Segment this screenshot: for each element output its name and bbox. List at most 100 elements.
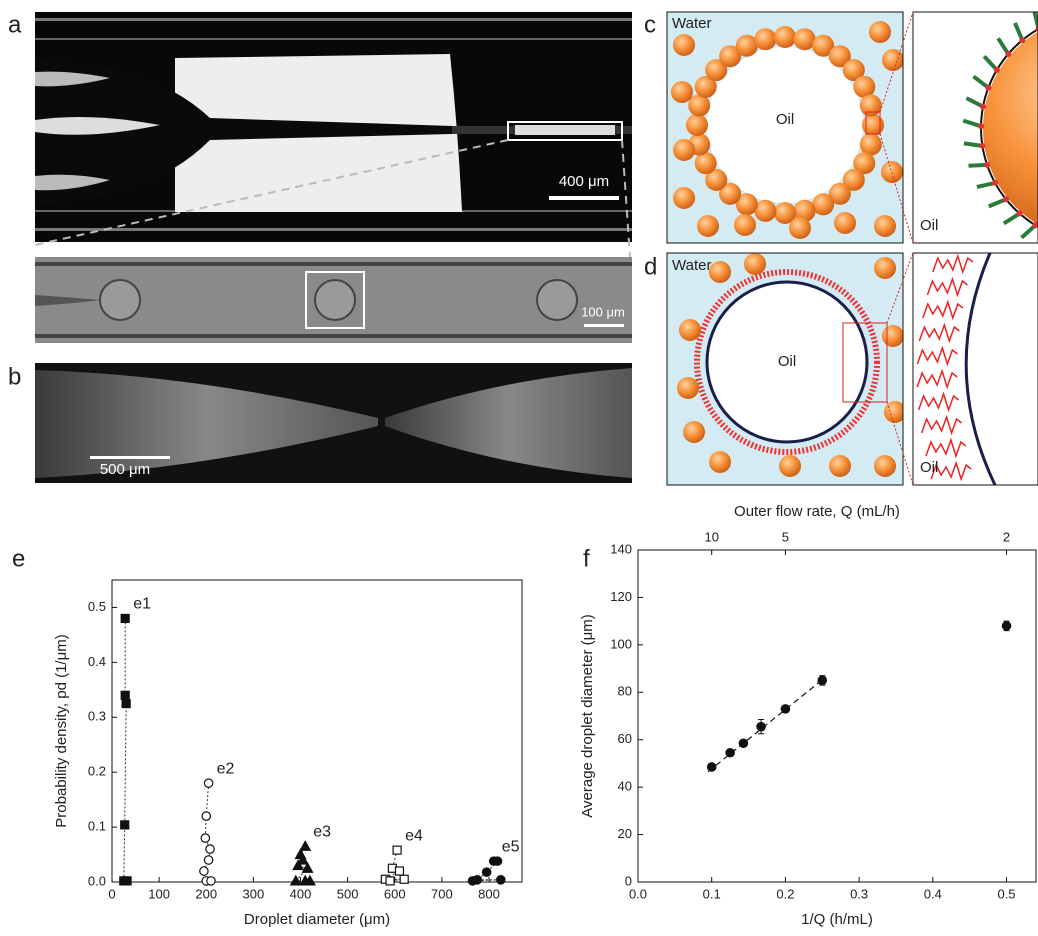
particle xyxy=(862,114,884,136)
particle xyxy=(677,377,699,399)
region-label: Water xyxy=(672,257,711,274)
particle xyxy=(754,28,776,50)
particle xyxy=(874,215,896,237)
y-tick-label: 40 xyxy=(618,779,632,794)
marker xyxy=(123,877,131,885)
particle xyxy=(829,455,851,477)
panel-label: f xyxy=(583,545,590,572)
x-tick-label: 200 xyxy=(195,886,217,901)
marker xyxy=(393,846,401,854)
y-tick-label: 0.0 xyxy=(88,873,106,888)
diagram-detail xyxy=(913,11,1038,249)
surfactant-head xyxy=(992,180,998,186)
x-tick-label: 0.4 xyxy=(924,886,942,901)
x2-tick-label: 5 xyxy=(782,529,789,544)
x-tick-label: 0.5 xyxy=(997,886,1015,901)
x-tick-label: 0.3 xyxy=(850,886,868,901)
marker xyxy=(493,857,501,865)
x2-tick-label: 10 xyxy=(704,529,718,544)
x-tick-label: 300 xyxy=(243,886,265,901)
marker xyxy=(386,877,394,885)
marker xyxy=(739,739,747,747)
marker xyxy=(122,700,130,708)
x-tick-label: 0.1 xyxy=(703,886,721,901)
region-label: Oil xyxy=(920,217,938,234)
x2-tick-label: 2 xyxy=(1003,529,1010,544)
particle xyxy=(734,214,756,236)
particle xyxy=(679,319,701,341)
marker xyxy=(726,749,734,757)
series-label: e5 xyxy=(502,838,520,855)
panel-label: c xyxy=(644,11,656,38)
y-tick-label: 0.1 xyxy=(88,819,106,834)
x-tick-label: 0 xyxy=(108,886,115,901)
y-axis-label: Probability density, pd (1/μm) xyxy=(53,634,70,827)
panel-label: e xyxy=(12,545,25,572)
particle xyxy=(744,253,766,275)
marker xyxy=(200,867,208,875)
region-label: Oil xyxy=(778,353,796,370)
series-label: e3 xyxy=(313,824,331,841)
marker xyxy=(204,779,212,787)
surfactant-head xyxy=(1019,37,1025,43)
series-label: e4 xyxy=(405,827,423,844)
marker xyxy=(121,614,129,622)
marker xyxy=(497,876,505,884)
marker xyxy=(395,867,403,875)
panel-label: d xyxy=(644,253,657,280)
particle xyxy=(874,257,896,279)
y-tick-label: 0.4 xyxy=(88,654,106,669)
marker xyxy=(1002,622,1010,630)
surfactant-head xyxy=(985,85,991,91)
x-tick-label: 500 xyxy=(337,886,359,901)
micrograph xyxy=(35,12,632,257)
particle xyxy=(834,212,856,234)
particle xyxy=(709,451,731,473)
figure: a 400 μm 100 μm b 500 μm c Water Oil Oil… xyxy=(0,0,1038,936)
surfactant-head xyxy=(994,67,1000,73)
scale-bar-label: 100 μm xyxy=(581,304,625,319)
particle xyxy=(860,94,882,116)
y-tick-label: 0.3 xyxy=(88,709,106,724)
marker xyxy=(468,877,476,885)
particle xyxy=(789,217,811,239)
y-tick-label: 140 xyxy=(610,541,632,556)
particle xyxy=(671,81,693,103)
marker xyxy=(781,705,789,713)
particle xyxy=(673,139,695,161)
particle xyxy=(869,21,891,43)
surfactant-head xyxy=(984,162,990,168)
particle xyxy=(874,455,896,477)
surfactant-head xyxy=(978,123,984,129)
marker xyxy=(300,841,310,850)
scale-bar-label: 500 μm xyxy=(100,461,150,478)
marker xyxy=(757,722,765,730)
particle xyxy=(697,215,719,237)
series-label: e2 xyxy=(217,760,235,777)
particle xyxy=(779,455,801,477)
surfactant-head xyxy=(1005,51,1011,57)
micrograph-inset xyxy=(35,257,632,343)
x-tick-label: 400 xyxy=(290,886,312,901)
fit-line xyxy=(708,677,826,772)
marker xyxy=(400,875,408,883)
x-axis-label: Droplet diameter (μm) xyxy=(244,911,390,928)
series-line xyxy=(124,618,127,880)
x-tick-label: 100 xyxy=(148,886,170,901)
y-tick-label: 20 xyxy=(618,826,632,841)
particle xyxy=(686,114,708,136)
x-tick-label: 0.0 xyxy=(629,886,647,901)
scale-bar-label: 400 μm xyxy=(559,173,609,190)
series-line xyxy=(204,783,211,881)
plot-frame xyxy=(638,550,1036,882)
marker xyxy=(818,676,826,684)
y-tick-label: 60 xyxy=(618,731,632,746)
surfactant-head xyxy=(980,104,986,110)
panel-label: b xyxy=(8,363,21,390)
particle xyxy=(683,421,705,443)
surfactant-head xyxy=(979,143,985,149)
x-tick-label: 0.2 xyxy=(776,886,794,901)
y-tick-label: 100 xyxy=(610,636,632,651)
y-tick-label: 0.5 xyxy=(88,599,106,614)
particle xyxy=(709,261,731,283)
